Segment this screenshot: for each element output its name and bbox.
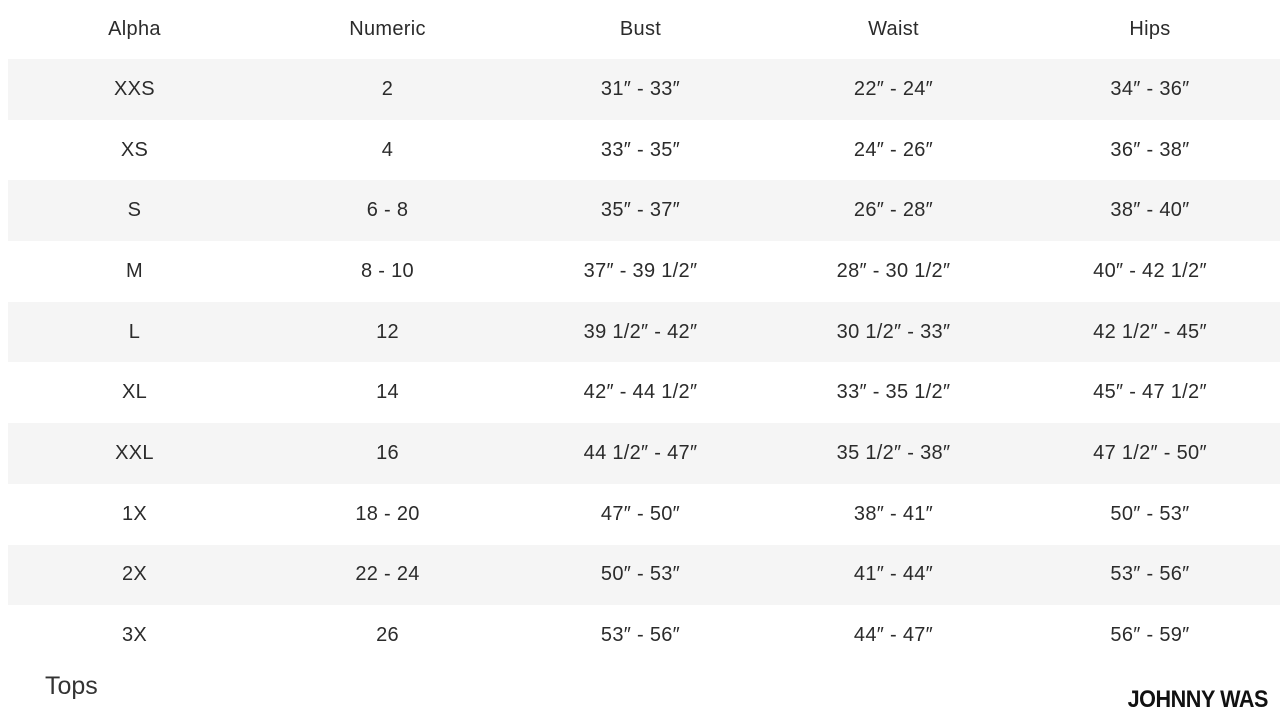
size-chart-table: Alpha Numeric Bust Waist Hips XXS 2 31″ - 33″ 2…	[8, 0, 1280, 666]
table-row: XL 14 42″ - 44 1/2″ 33″ - 35 1/2″ 45″ - 47 1…	[8, 362, 1280, 423]
table-body: XXS 2 31″ - 33″ 22″ - 24″ 34″ - 36″ XS 4 33″ - …	[8, 59, 1280, 666]
column-header: Hips	[1129, 18, 1171, 40]
table-cell: 1X	[121, 502, 148, 525]
table-cell: 38″ - 40″	[1110, 199, 1190, 222]
table-cell: XL	[121, 381, 148, 404]
table-cell: 50″ - 53″	[600, 563, 681, 586]
table-cell: 3X	[121, 624, 148, 647]
table-row: 1X 18 - 20 47″ - 50″ 38″ - 41″ 50″ - 53″	[8, 484, 1280, 545]
table-row: XS 4 33″ - 35″ 24″ - 26″ 36″ - 38″	[8, 120, 1280, 181]
table-cell: 33″ - 35 1/2″	[836, 381, 951, 404]
table-cell: 22″ - 24″	[853, 77, 934, 100]
table-cell: 34″ - 36″	[1110, 77, 1190, 100]
table-cell: 28″ - 30 1/2″	[836, 259, 951, 282]
table-cell: 12	[376, 320, 399, 343]
table-cell: 31″ - 33″	[600, 77, 681, 100]
table-cell: 53″ - 56″	[600, 624, 681, 647]
table-cell: 39 1/2″ - 42″	[583, 320, 698, 343]
table-cell: 16	[376, 441, 399, 464]
table-cell: 6 - 8	[366, 199, 409, 222]
table-cell: 44″ - 47″	[853, 624, 934, 647]
table-cell: 42″ - 44 1/2″	[583, 381, 698, 404]
table-cell: 4	[381, 138, 394, 161]
table-row: S 6 - 8 35″ - 37″ 26″ - 28″ 38″ - 40″	[8, 180, 1280, 242]
column-header: Waist	[868, 18, 919, 40]
table-cell: 56″ - 59″	[1110, 624, 1190, 647]
section-label: Tops	[45, 672, 98, 700]
table-cell: 33″ - 35″	[600, 138, 681, 161]
table-cell: XS	[120, 138, 149, 161]
table-row: L 12 39 1/2″ - 42″ 30 1/2″ - 33″ 42 1/2″ - 4…	[8, 301, 1280, 363]
table-cell: 37″ - 39 1/2″	[583, 259, 698, 282]
table-row: XXL 16 44 1/2″ - 47″ 35 1/2″ - 38″ 47 1/2″ -…	[8, 423, 1280, 484]
table-cell: 40″ - 42 1/2″	[1093, 259, 1207, 282]
table-cell: 36″ - 38″	[1110, 138, 1190, 161]
table-cell: 8 - 10	[361, 259, 414, 282]
table-cell: 26″ - 28″	[853, 199, 934, 222]
table-cell: 14	[376, 381, 399, 404]
table-cell: 42 1/2″ - 45″	[1093, 320, 1207, 343]
table-cell: 53″ - 56″	[1110, 563, 1190, 586]
table-cell: 50″ - 53″	[1110, 502, 1190, 525]
table-cell: 35 1/2″ - 38″	[836, 441, 951, 464]
table-row: M 8 - 10 37″ - 39 1/2″ 28″ - 30 1/2″ 40″ - 4…	[8, 241, 1280, 302]
table-row: XXS 2 31″ - 33″ 22″ - 24″ 34″ - 36″	[8, 59, 1280, 120]
table-header-row: Alpha Numeric Bust Waist Hips	[8, 0, 1280, 59]
brand-logo: JOHNNY WAS	[1127, 686, 1269, 713]
column-header: Numeric	[349, 18, 426, 40]
table-cell: 26	[376, 624, 399, 647]
column-header: Alpha	[108, 18, 161, 40]
table-cell: 30 1/2″ - 33″	[836, 320, 951, 343]
table-cell: 2	[381, 77, 394, 100]
table-cell: 35″ - 37″	[600, 199, 681, 222]
table-cell: XXS	[114, 77, 155, 100]
table-cell: 45″ - 47 1/2″	[1093, 381, 1207, 404]
table-cell: 2X	[121, 563, 148, 586]
table-cell: 24″ - 26″	[853, 138, 934, 161]
table-cell: 38″ - 41″	[853, 502, 934, 525]
table-cell: 41″ - 44″	[853, 563, 934, 586]
table-cell: S	[127, 199, 142, 222]
table-row: 2X 22 - 24 50″ - 53″ 41″ - 44″ 53″ - 56″	[8, 544, 1280, 606]
table-cell: 47 1/2″ - 50″	[1093, 441, 1207, 464]
table-cell: 44 1/2″ - 47″	[583, 441, 698, 464]
column-header: Bust	[619, 18, 662, 40]
table-cell: 18 - 20	[355, 502, 420, 525]
table-cell: XXL	[115, 441, 154, 464]
table-cell: 22 - 24	[355, 563, 420, 586]
table-cell: L	[128, 320, 141, 343]
table-cell: M	[126, 259, 143, 282]
table-row: 3X 26 53″ - 56″ 44″ - 47″ 56″ - 59″	[8, 605, 1280, 666]
table-cell: 47″ - 50″	[600, 502, 681, 525]
